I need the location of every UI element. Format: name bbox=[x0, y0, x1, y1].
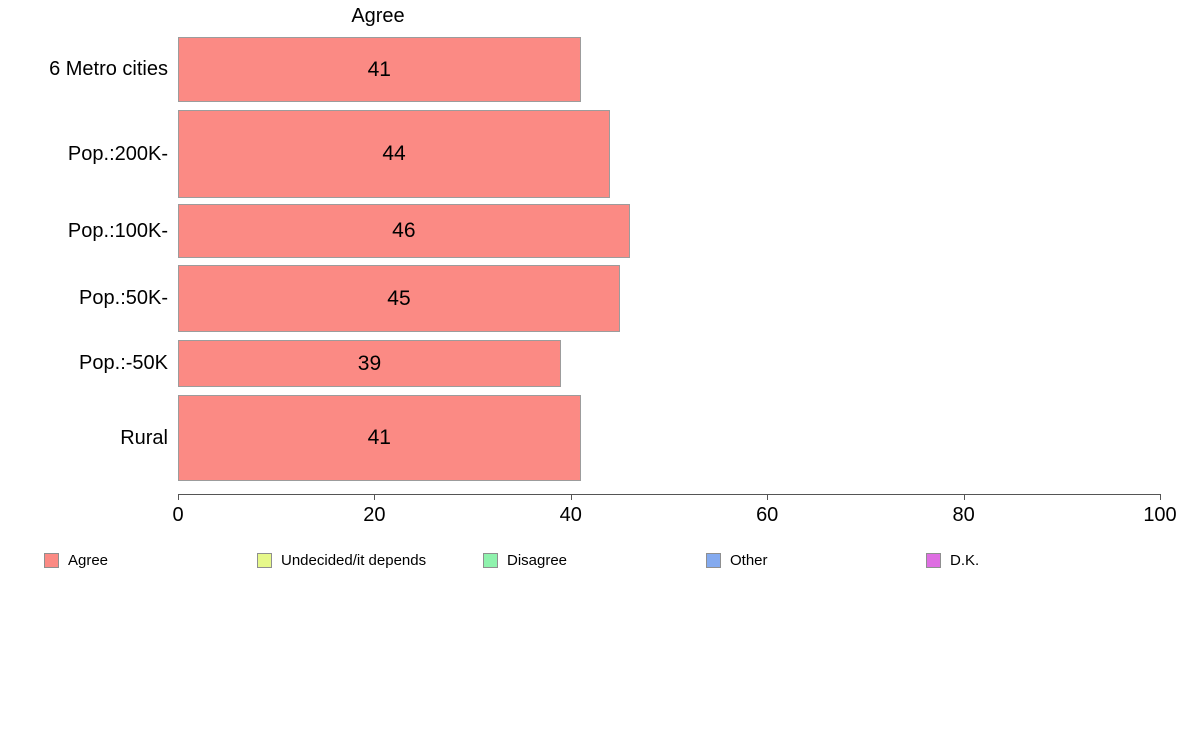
legend-item: Other bbox=[706, 548, 768, 572]
category-label: Pop.:-50K bbox=[79, 352, 168, 374]
category-label: Pop.:100K- bbox=[67, 219, 168, 242]
x-axis-tick bbox=[963, 494, 965, 500]
x-axis-tick bbox=[178, 494, 179, 500]
x-axis-tick bbox=[767, 494, 769, 500]
x-axis-tick bbox=[374, 494, 376, 500]
bar: 45 bbox=[178, 265, 620, 332]
bar-value-label: 39 bbox=[357, 351, 382, 375]
x-axis-line bbox=[178, 494, 1160, 495]
category-label: Rural bbox=[120, 426, 168, 449]
legend-label: Undecided/it depends bbox=[281, 551, 427, 569]
legend-swatch-undecided-it-depends bbox=[257, 552, 272, 568]
bar: 46 bbox=[178, 204, 630, 258]
legend-label: Agree bbox=[68, 551, 109, 569]
category-label: Pop.:50K- bbox=[79, 287, 168, 309]
bar-value-label: 45 bbox=[387, 286, 411, 310]
x-axis-tick bbox=[1160, 494, 1161, 500]
bar-value-label: 41 bbox=[367, 426, 391, 449]
bar-value-label: 44 bbox=[382, 142, 406, 165]
bar-value-label: 46 bbox=[392, 219, 416, 242]
legend-item: Disagree bbox=[483, 548, 567, 572]
chart-title: Agree bbox=[351, 5, 405, 27]
x-axis-tick-label: 80 bbox=[952, 504, 975, 526]
x-axis-tick bbox=[570, 494, 572, 500]
x-axis-tick-label: 40 bbox=[559, 504, 582, 526]
bar-value-label: 41 bbox=[367, 57, 391, 81]
category-label: Pop.:200K- bbox=[67, 142, 168, 165]
legend-swatch-other bbox=[706, 552, 721, 568]
legend-swatch-disagree bbox=[483, 552, 498, 568]
x-axis-tick-label: 20 bbox=[363, 504, 386, 526]
legend-swatch-agree bbox=[44, 552, 59, 568]
category-label: 6 Metro cities bbox=[49, 58, 168, 80]
legend-label: Disagree bbox=[507, 551, 568, 569]
bar: 39 bbox=[178, 340, 561, 387]
legend-label: Other bbox=[730, 551, 768, 569]
x-axis-tick-label: 0 bbox=[172, 504, 184, 526]
bar: 41 bbox=[178, 37, 581, 102]
x-axis-tick-label: 60 bbox=[756, 504, 779, 526]
legend-item: D.K. bbox=[926, 548, 979, 572]
bar: 41 bbox=[178, 395, 581, 481]
legend-item: Agree bbox=[44, 548, 108, 572]
legend-label: D.K. bbox=[950, 551, 980, 569]
legend-swatch-d-k- bbox=[926, 552, 941, 568]
legend-item: Undecided/it depends bbox=[257, 548, 426, 572]
bar: 44 bbox=[178, 110, 611, 198]
x-axis-tick-label: 100 bbox=[1143, 504, 1177, 526]
